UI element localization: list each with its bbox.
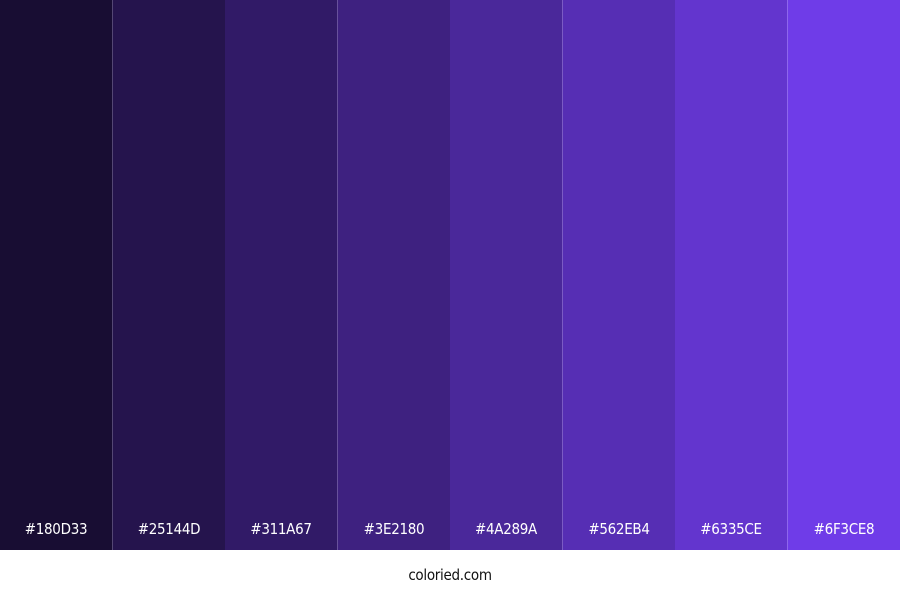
color-palette: #180D33 #25144D #311A67 #3E2180 #4A289A #562E… bbox=[0, 0, 900, 550]
color-swatch: #3E2180 bbox=[337, 0, 450, 550]
swatch-hex-label: #6335CE bbox=[700, 520, 762, 538]
site-footer: coloried.com bbox=[0, 550, 900, 600]
swatch-hex-label: #311A67 bbox=[250, 520, 312, 538]
color-swatch: #25144D bbox=[112, 0, 225, 550]
swatch-hex-label: #25144D bbox=[137, 520, 201, 538]
swatch-hex-label: #562EB4 bbox=[588, 520, 650, 538]
swatch-hex-label: #4A289A bbox=[474, 520, 537, 538]
color-swatch: #4A289A bbox=[450, 0, 562, 550]
swatch-hex-label: #180D33 bbox=[24, 520, 88, 538]
color-swatch: #562EB4 bbox=[562, 0, 675, 550]
color-swatch: #311A67 bbox=[225, 0, 337, 550]
color-swatch: #6F3CE8 bbox=[787, 0, 900, 550]
swatch-hex-label: #3E2180 bbox=[363, 520, 425, 538]
color-swatch: #6335CE bbox=[675, 0, 787, 550]
swatch-hex-label: #6F3CE8 bbox=[813, 520, 875, 538]
site-name: coloried.com bbox=[408, 566, 492, 584]
color-swatch: #180D33 bbox=[0, 0, 112, 550]
